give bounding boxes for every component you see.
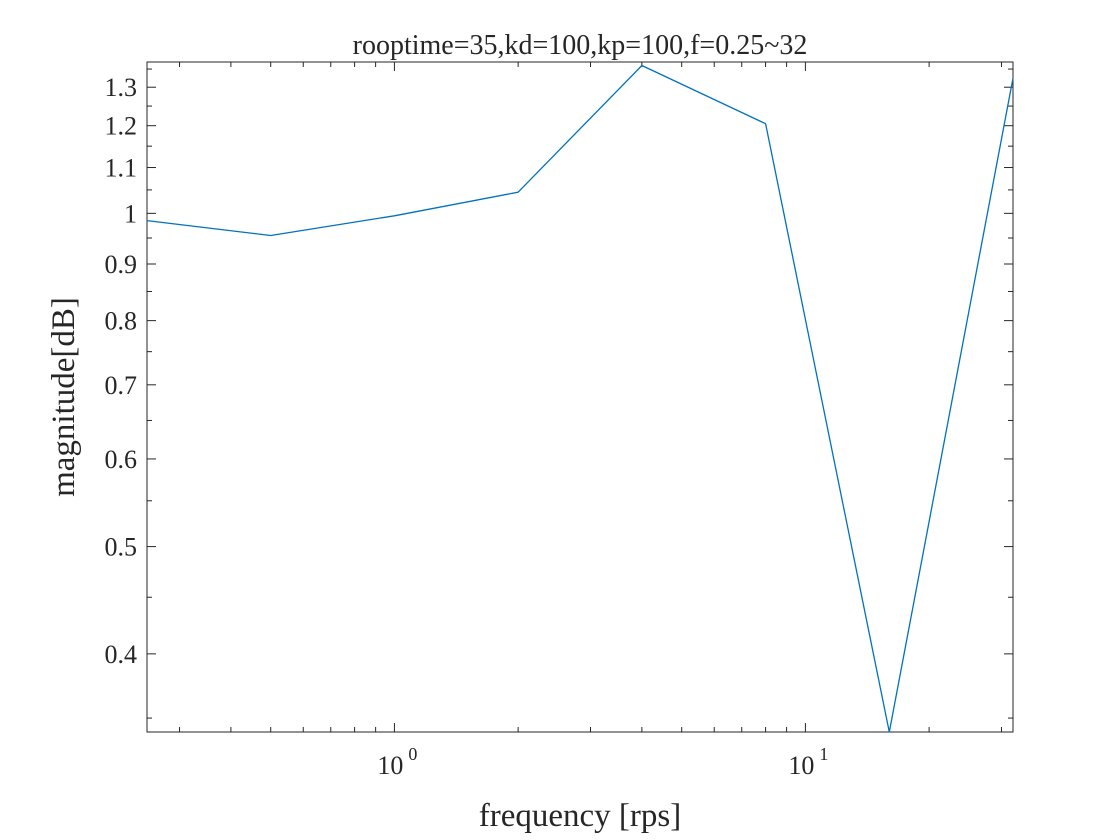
y-tick-label: 1.3: [105, 73, 138, 102]
y-tick-label: 0.8: [105, 307, 138, 336]
x-axis-ticks: 10 0 10 1: [377, 62, 828, 780]
series-line: [146, 64, 1014, 733]
axes-box: [146, 61, 1014, 733]
minor-ticks: [147, 62, 1013, 732]
y-axis-ticks: 0.4 0.5 0.6 0.7 0.8 0.9 1 1.1 1.2 1.3: [105, 73, 1013, 669]
y-tick-label: 1.2: [105, 112, 138, 141]
x-axis-label: frequency [rps]: [479, 798, 681, 834]
x-tick-exponent: 0: [408, 744, 417, 764]
x-tick-exponent: 1: [819, 744, 828, 764]
y-axis-label: magnitude[dB]: [46, 297, 82, 497]
y-tick-label: 0.6: [105, 445, 138, 474]
y-tick-label: 0.4: [105, 640, 138, 669]
y-tick-label: 0.5: [105, 533, 138, 562]
series-group: [146, 64, 1014, 733]
y-tick-label: 1.1: [105, 154, 138, 183]
y-tick-label: 1: [124, 199, 137, 228]
y-tick-label: 0.9: [105, 250, 138, 279]
y-tick-label: 0.7: [105, 371, 138, 400]
x-tick-label: 10: [377, 751, 403, 780]
x-tick-label: 10: [788, 751, 814, 780]
chart-title: rooptime=35,kd=100,kp=100,f=0.25~32: [353, 30, 808, 61]
plot-area: [146, 61, 1014, 733]
